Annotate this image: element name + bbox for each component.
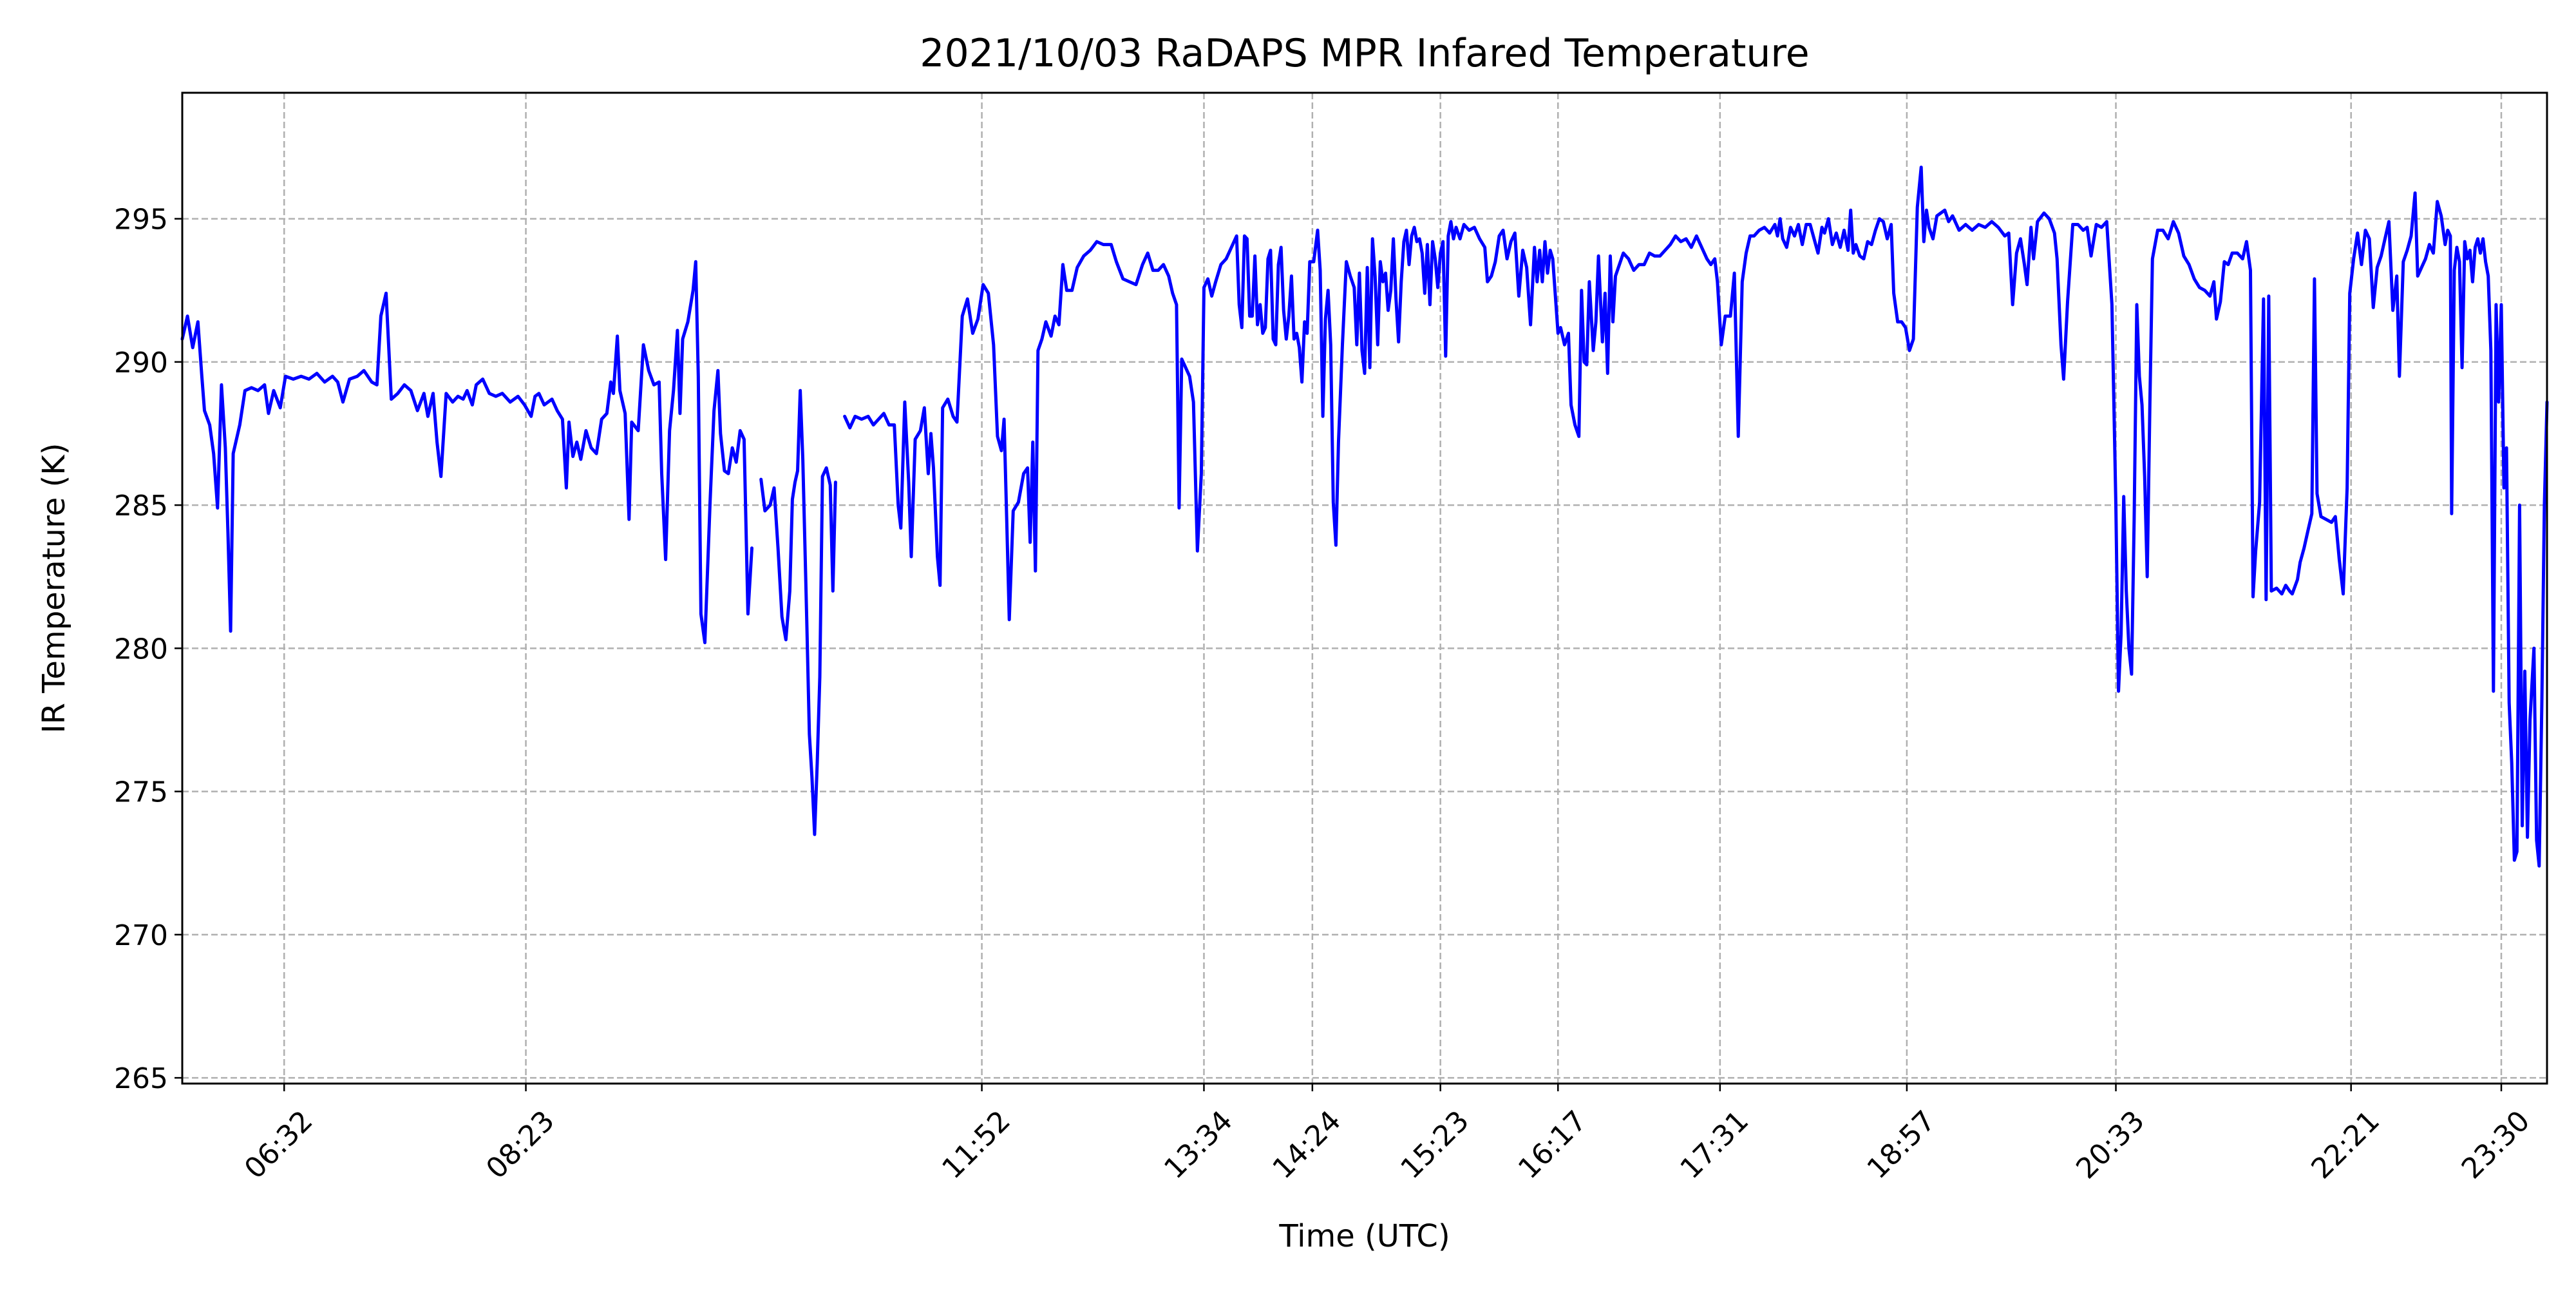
y-tick-label: 270 (114, 919, 168, 952)
y-tick-label: 290 (114, 347, 168, 379)
y-axis-ticks: 265 270 275 280 285 290 295 (114, 204, 182, 1095)
y-tick-label: 295 (114, 204, 168, 236)
plot-series (180, 166, 2549, 868)
series-line (759, 388, 837, 836)
x-axis-label: Time (UTC) (1278, 1218, 1450, 1254)
series-line (180, 260, 753, 644)
y-tick-label: 280 (114, 633, 168, 665)
grid-lines (182, 93, 2547, 1084)
plot-area-frame (181, 91, 2548, 1085)
chart-title: 2021/10/03 RaDAPS MPR Infared Temperatur… (920, 31, 1809, 76)
y-tick-label: 275 (114, 776, 168, 809)
y-tick-label: 265 (114, 1062, 168, 1095)
y-axis-label: IR Temperature (K) (36, 443, 72, 733)
y-tick-label: 285 (114, 490, 168, 522)
series-line (843, 166, 2549, 868)
